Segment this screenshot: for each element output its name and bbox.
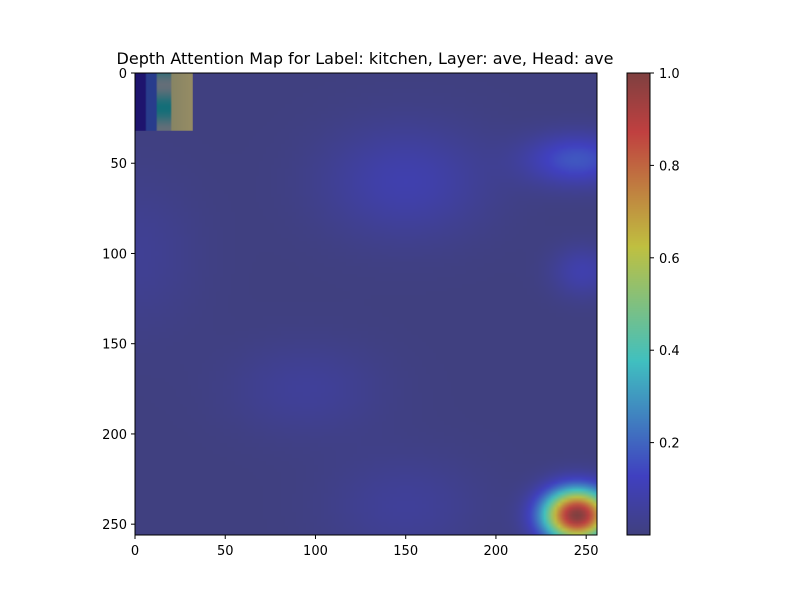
y-axis-ticks: 0 50 100 150 200 250 — [102, 67, 135, 533]
colorbar-tick-label: 1.0 — [659, 67, 680, 82]
colorbar-tick-label: 0.8 — [659, 159, 680, 174]
inset-depth-thumbnail — [135, 73, 193, 131]
x-tick-label: 250 — [574, 544, 599, 559]
colorbar-frame — [626, 72, 651, 536]
x-axis-ticks: 0 50 100 150 200 250 — [131, 535, 599, 559]
plot-frame — [134, 72, 598, 536]
x-tick-label: 200 — [484, 544, 509, 559]
y-tick-label: 100 — [102, 247, 127, 262]
y-tick-label: 0 — [119, 67, 127, 82]
colorbar-tick-label: 0.4 — [659, 344, 680, 359]
x-tick-label: 50 — [217, 544, 234, 559]
y-tick-label: 150 — [102, 338, 127, 353]
colorbar-ticks: 0.2 0.4 0.6 0.8 1.0 — [650, 67, 680, 452]
heatmap-plot: 0 50 100 150 200 250 0 50 100 150 200 250 — [102, 67, 598, 559]
heatmap-image — [135, 73, 597, 535]
x-tick-label: 100 — [303, 544, 328, 559]
colorbar-tick-label: 0.2 — [659, 437, 680, 452]
y-tick-label: 250 — [102, 518, 127, 533]
colorbar: 0.2 0.4 0.6 0.8 1.0 — [626, 67, 680, 536]
y-tick-label: 200 — [102, 428, 127, 443]
x-tick-label: 150 — [393, 544, 418, 559]
colorbar-tick-label: 0.6 — [659, 252, 680, 267]
chart-title: Depth Attention Map for Label: kitchen, … — [117, 49, 614, 68]
y-tick-label: 50 — [110, 157, 127, 172]
colorbar-gradient — [627, 73, 650, 535]
x-tick-label: 0 — [131, 544, 139, 559]
inset-image — [135, 73, 193, 131]
